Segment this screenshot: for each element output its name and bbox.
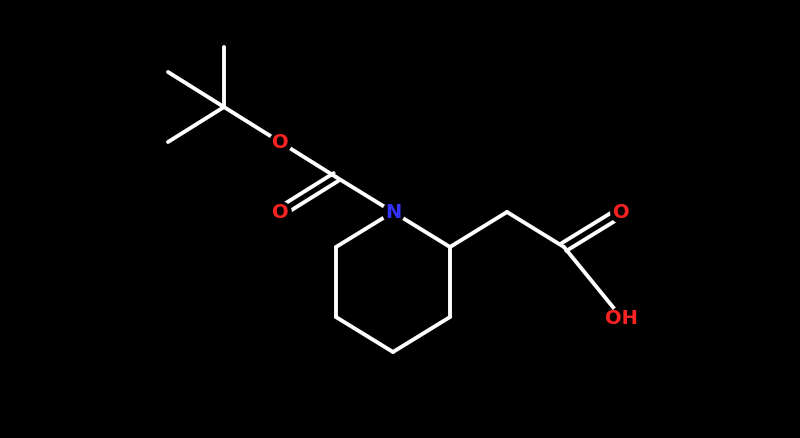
Text: O: O: [272, 133, 288, 152]
Text: O: O: [272, 203, 288, 222]
Text: N: N: [385, 203, 401, 222]
Text: OH: OH: [605, 308, 638, 327]
Text: O: O: [613, 203, 630, 222]
